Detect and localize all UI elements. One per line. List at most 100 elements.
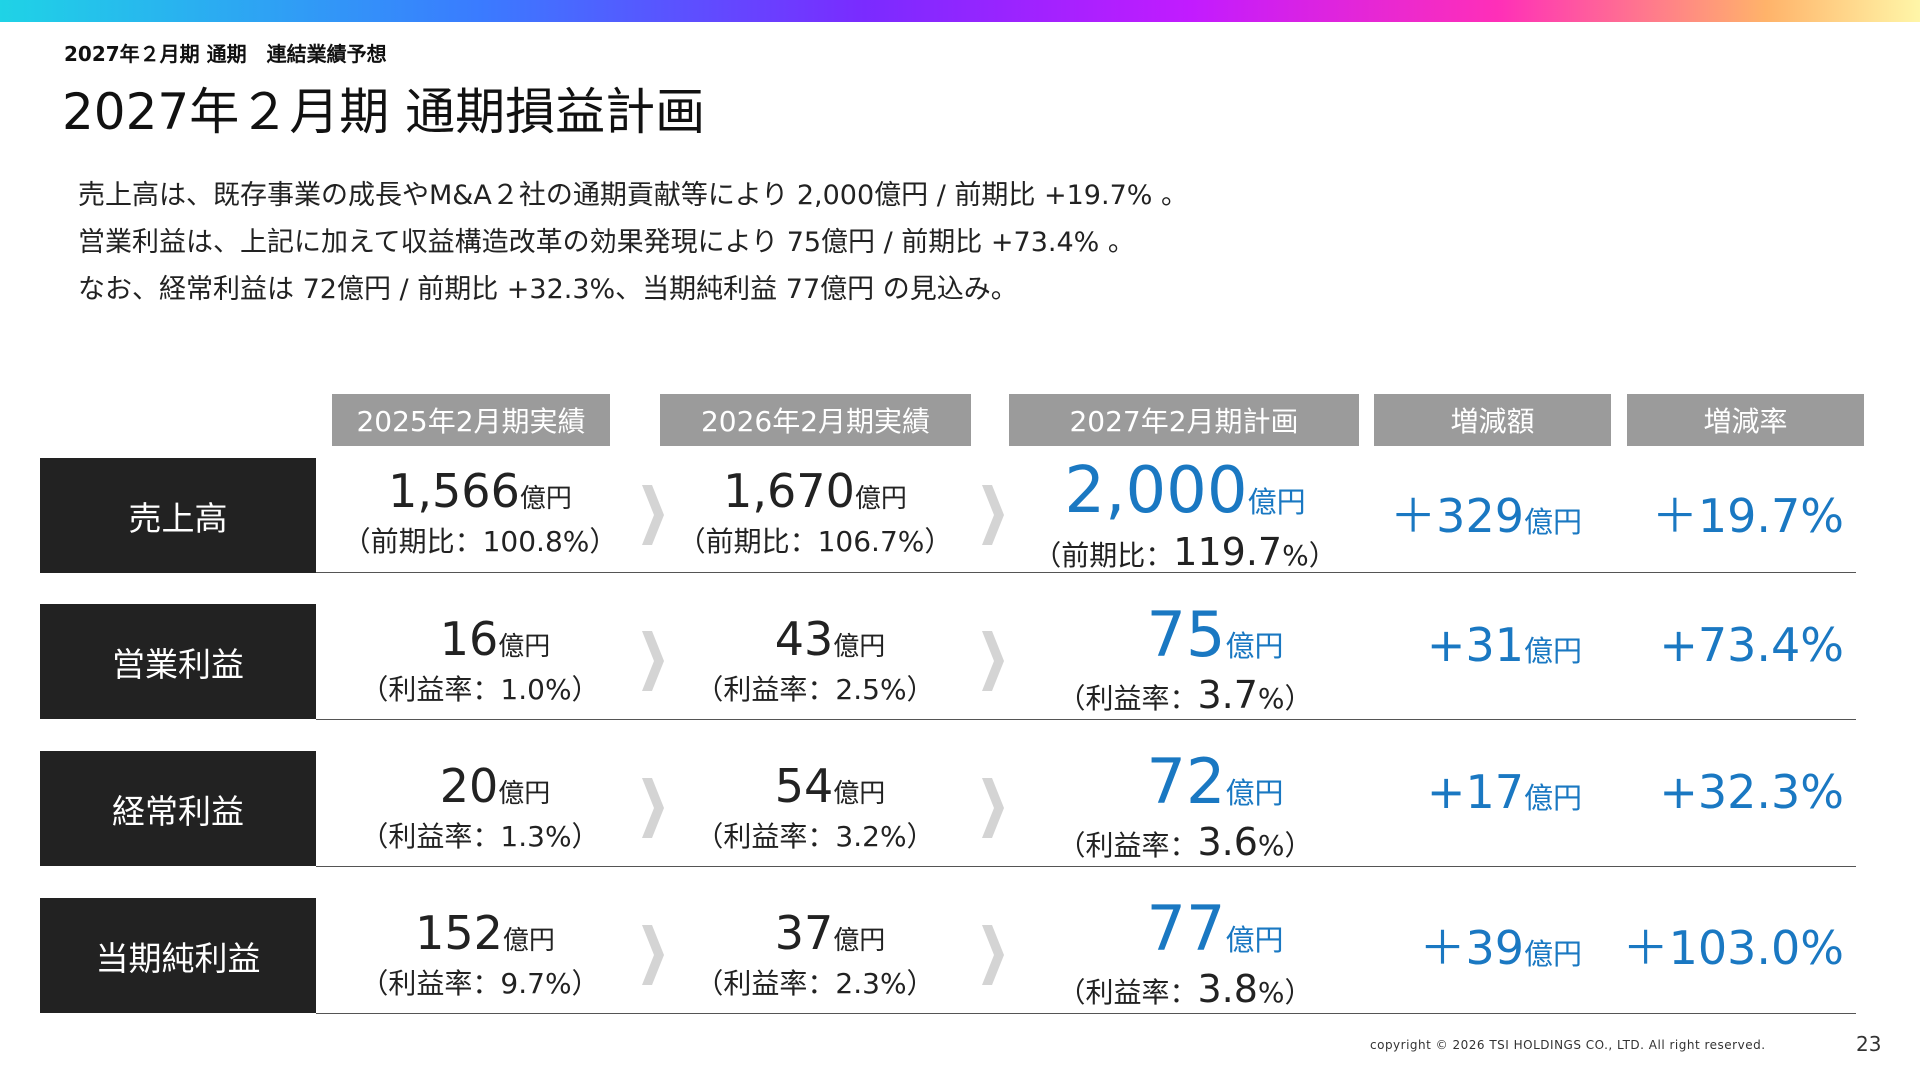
sub-ratio: （利益率：1.3%）: [360, 820, 600, 853]
sub-prefix: （利益率：: [1057, 682, 1198, 715]
unit: 億円: [1225, 923, 1284, 957]
cell-operating-profit-fy2026: 43億円 （利益率：2.5%）: [660, 612, 970, 708]
sub-value: 3.7: [1197, 673, 1258, 717]
column-header-fy2027-plan: 2027年2月期計画: [1009, 394, 1359, 446]
sub-ratio: （利益率：2.5%）: [695, 673, 935, 706]
delta-value: +17: [1426, 765, 1524, 819]
unit: 億円: [519, 484, 572, 514]
cell-sales-fy2026: 1,670億円 （前期比：106.7%）: [660, 464, 970, 560]
sub-ratio: （利益率：9.7%）: [360, 967, 600, 1000]
value: 1,670: [723, 464, 855, 518]
value: 1,566: [388, 464, 520, 518]
cell-sales-change-rate: ＋19.7%: [1651, 489, 1844, 543]
sub-ratio: （利益率：2.3%）: [695, 967, 935, 1000]
sub-ratio: （利益率：1.0%）: [360, 673, 600, 706]
cell-net-income-fy2025: 152億円 （利益率：9.7%）: [330, 906, 630, 1002]
sub-ratio: （利益率：3.7%）: [1010, 673, 1360, 717]
sub-suffix: %）: [1257, 682, 1313, 715]
column-header-change-rate: 増減率: [1627, 394, 1864, 446]
unit: 億円: [502, 926, 555, 956]
unit: 億円: [833, 632, 886, 662]
section-kicker: 2027年２月期 通期 連結業績予想: [64, 42, 387, 66]
sub-suffix: %）: [1282, 539, 1337, 572]
cell-net-income-change-amount: ＋39億円: [1380, 912, 1582, 978]
cell-operating-profit-change-rate: +73.4%: [1659, 618, 1844, 672]
sub-suffix: %）: [1257, 829, 1313, 862]
value: 72: [1146, 745, 1226, 818]
chevron-right-icon: [982, 778, 1004, 838]
value: 20: [439, 759, 499, 813]
summary-line: 営業利益は、上記に加えて収益構造改革の効果発現により 75億円 / 前期比 +7…: [78, 227, 1135, 258]
row-divider: [316, 866, 1856, 867]
unit: 億円: [498, 779, 551, 809]
sub-suffix: %）: [1257, 976, 1313, 1009]
cell-ordinary-profit-fy2027-plan: 72億円 （利益率：3.6%）: [1010, 745, 1360, 864]
summary-line: なお、経常利益は 72億円 / 前期比 +32.3%、当期純利益 77億円 の見…: [78, 274, 1018, 305]
unit: 億円: [833, 926, 886, 956]
cell-operating-profit-fy2027-plan: 75億円 （利益率：3.7%）: [1010, 598, 1360, 717]
row-label-sales: 売上高: [40, 458, 316, 573]
sub-ratio: （利益率：3.8%）: [1010, 967, 1360, 1011]
sub-prefix: （利益率：: [1057, 976, 1198, 1009]
row-divider: [316, 572, 1856, 573]
sub-value: 119.7: [1173, 530, 1283, 574]
cell-operating-profit-fy2025: 16億円 （利益率：1.0%）: [330, 612, 630, 708]
value: 43: [774, 612, 834, 666]
value: 77: [1146, 892, 1226, 965]
column-header-change-amount: 増減額: [1374, 394, 1611, 446]
row-label-ordinary-profit: 経常利益: [40, 751, 316, 866]
sub-value: 3.6: [1197, 820, 1258, 864]
sub-ratio: （前期比：100.8%）: [342, 525, 618, 558]
value: 37: [774, 906, 834, 960]
value: 75: [1146, 598, 1226, 671]
chevron-right-icon: [982, 485, 1004, 545]
delta-value: ＋329: [1390, 489, 1524, 543]
cell-net-income-fy2027-plan: 77億円 （利益率：3.8%）: [1010, 892, 1360, 1011]
unit: 億円: [1523, 634, 1582, 668]
chevron-right-icon: [642, 925, 664, 985]
cell-ordinary-profit-change-rate: +32.3%: [1659, 765, 1844, 819]
cell-sales-fy2027-plan: 2,000億円 （前期比：119.7%）: [1010, 454, 1360, 574]
cell-sales-fy2025: 1,566億円 （前期比：100.8%）: [330, 464, 630, 560]
sub-prefix: （前期比：: [1033, 539, 1174, 572]
chevron-right-icon: [642, 778, 664, 838]
value: 152: [415, 906, 503, 960]
value: 54: [774, 759, 834, 813]
cell-ordinary-profit-fy2026: 54億円 （利益率：3.2%）: [660, 759, 970, 855]
sub-prefix: （利益率：: [1057, 829, 1198, 862]
sub-ratio: （利益率：3.6%）: [1010, 820, 1360, 864]
chevron-right-icon: [642, 631, 664, 691]
sub-value: 3.8: [1197, 967, 1258, 1011]
sub-ratio: （利益率：3.2%）: [695, 820, 935, 853]
row-divider: [316, 1013, 1856, 1014]
unit: 億円: [1247, 485, 1306, 519]
unit: 億円: [833, 779, 886, 809]
unit: 億円: [854, 484, 907, 514]
sub-ratio: （前期比：119.7%）: [1010, 530, 1360, 574]
chevron-right-icon: [982, 925, 1004, 985]
unit: 億円: [1523, 937, 1582, 971]
row-divider: [316, 719, 1856, 720]
value: 2,000: [1064, 454, 1248, 528]
cell-net-income-fy2026: 37億円 （利益率：2.3%）: [660, 906, 970, 1002]
sub-ratio: （前期比：106.7%）: [677, 525, 953, 558]
cell-ordinary-profit-change-amount: +17億円: [1380, 765, 1582, 819]
unit: 億円: [1225, 629, 1284, 663]
delta-value: ＋39: [1419, 921, 1524, 975]
cell-ordinary-profit-fy2025: 20億円 （利益率：1.3%）: [330, 759, 630, 855]
unit: 億円: [1523, 505, 1582, 539]
value: 16: [439, 612, 499, 666]
column-header-fy2025: 2025年2月期実績: [332, 394, 610, 446]
unit: 億円: [1225, 776, 1284, 810]
cell-sales-change-amount: ＋329億円: [1380, 480, 1582, 546]
chevron-right-icon: [642, 485, 664, 545]
unit: 億円: [498, 632, 551, 662]
copyright-notice: copyright © 2026 TSI HOLDINGS CO., LTD. …: [1370, 1038, 1766, 1052]
cell-operating-profit-change-amount: +31億円: [1380, 618, 1582, 672]
page-title: 2027年２月期 通期損益計画: [62, 83, 706, 141]
page-number: 23: [1856, 1032, 1882, 1056]
summary-text: 売上高は、既存事業の成長やM&A２社の通期貢献等により 2,000億円 / 前期…: [78, 172, 1188, 313]
delta-value: +31: [1426, 618, 1524, 672]
chevron-right-icon: [982, 631, 1004, 691]
gradient-top-bar: [0, 0, 1920, 22]
